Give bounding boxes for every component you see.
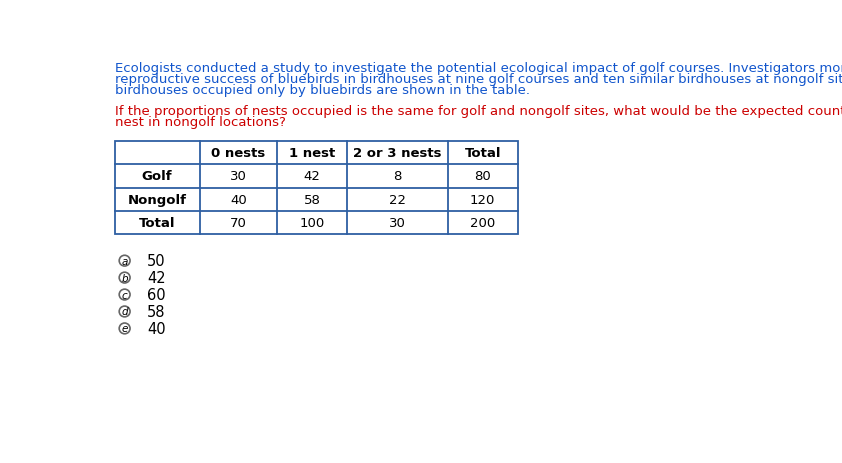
Text: Golf: Golf <box>141 170 173 183</box>
Text: 50: 50 <box>147 254 166 269</box>
Text: Nongolf: Nongolf <box>128 193 187 206</box>
Text: 1 nest: 1 nest <box>289 147 335 160</box>
Text: 42: 42 <box>147 270 166 286</box>
Text: Ecologists conducted a study to investigate the potential ecological impact of g: Ecologists conducted a study to investig… <box>115 62 842 75</box>
Text: nest in nongolf locations?: nest in nongolf locations? <box>115 115 285 128</box>
Text: c: c <box>122 290 127 300</box>
Text: 80: 80 <box>474 170 491 183</box>
Text: 60: 60 <box>147 288 166 302</box>
Text: reproductive success of bluebirds in birdhouses at nine golf courses and ten sim: reproductive success of bluebirds in bir… <box>115 73 842 86</box>
Text: 40: 40 <box>147 321 166 336</box>
Text: e: e <box>121 324 128 334</box>
Text: 58: 58 <box>147 304 166 319</box>
Text: 120: 120 <box>470 193 495 206</box>
Text: 30: 30 <box>230 170 247 183</box>
Text: 22: 22 <box>389 193 406 206</box>
Text: 0 nests: 0 nests <box>211 147 266 160</box>
Text: Total: Total <box>139 216 175 229</box>
Text: 58: 58 <box>304 193 321 206</box>
Text: 8: 8 <box>393 170 402 183</box>
Text: 42: 42 <box>304 170 321 183</box>
Text: 70: 70 <box>230 216 247 229</box>
Text: b: b <box>121 273 128 283</box>
Text: 2 or 3 nests: 2 or 3 nests <box>353 147 442 160</box>
Text: 40: 40 <box>230 193 247 206</box>
Text: 200: 200 <box>470 216 495 229</box>
Text: Total: Total <box>465 147 501 160</box>
Text: 100: 100 <box>300 216 325 229</box>
Text: If the proportions of nests occupied is the same for golf and nongolf sites, wha: If the proportions of nests occupied is … <box>115 104 842 117</box>
Text: 30: 30 <box>389 216 406 229</box>
Text: a: a <box>121 256 128 266</box>
Text: birdhouses occupied only by bluebirds are shown in the table.: birdhouses occupied only by bluebirds ar… <box>115 84 530 97</box>
Text: d: d <box>121 307 128 317</box>
Bar <box>115 142 518 234</box>
